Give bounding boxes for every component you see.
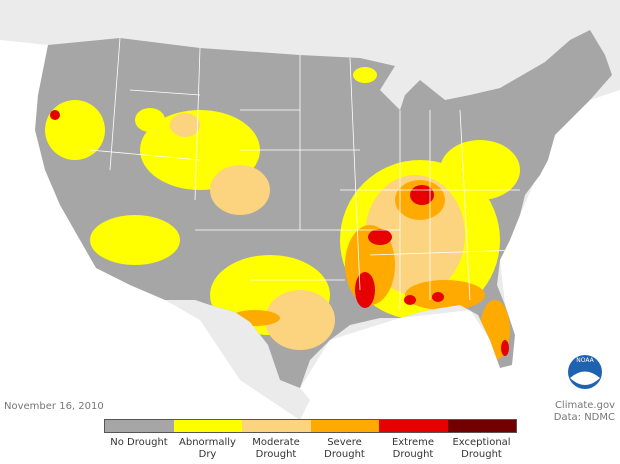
legend-swatch — [105, 420, 174, 432]
legend-swatch — [447, 420, 516, 432]
source: Climate.gov — [554, 400, 615, 411]
legend-label: Exceptional Drought — [452, 437, 511, 460]
mexico — [96, 268, 310, 420]
logo-wave — [570, 371, 600, 385]
date: November 16, 2010 — [4, 401, 104, 412]
area — [45, 100, 105, 160]
legend-label: Moderate Drought — [252, 437, 300, 460]
legend-swatch — [379, 420, 448, 432]
area — [355, 272, 375, 308]
logo-text: NOAA — [576, 357, 594, 364]
area — [440, 140, 520, 200]
area — [404, 295, 416, 305]
state-line — [89, 37, 521, 310]
legend-label: No Drought — [110, 437, 168, 448]
area — [353, 67, 377, 83]
legend-border — [104, 419, 517, 433]
area — [210, 165, 270, 215]
legend-label: Extreme Drought — [391, 437, 435, 460]
credit: Data: NDMC — [553, 412, 615, 423]
area — [501, 340, 509, 356]
legend-swatch — [242, 420, 311, 432]
legend-swatch — [173, 420, 242, 432]
legend-label: Severe Drought — [324, 437, 365, 460]
area — [432, 292, 444, 302]
area — [405, 280, 485, 310]
area — [170, 113, 200, 137]
area — [90, 215, 180, 265]
legend-swatch — [310, 420, 379, 432]
area — [50, 110, 60, 120]
legend-label: Abnormally Dry — [179, 437, 236, 460]
area — [265, 290, 335, 350]
state-lines — [89, 37, 521, 310]
area — [368, 229, 392, 245]
area — [135, 108, 165, 132]
